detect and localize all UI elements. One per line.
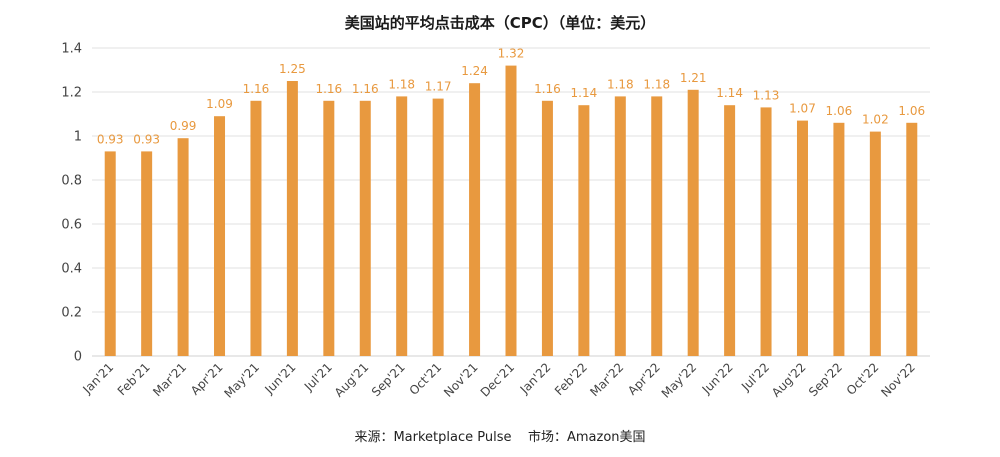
data-label: 1.06 [898,104,925,118]
x-tick-label: Dec'21 [478,360,517,399]
bar [469,83,481,356]
bar [869,131,881,356]
x-tick-label: Oct'22 [844,360,882,398]
bar [760,107,772,357]
bar [796,120,808,356]
data-label: 1.09 [206,97,233,111]
data-label: 1.17 [425,80,452,94]
y-tick-label: 0 [74,350,82,365]
data-label: 1.18 [643,77,670,91]
data-label: 1.25 [279,62,306,76]
bar [833,122,845,356]
y-tick-label: 1 [74,130,82,145]
y-tick-label: 1.2 [61,86,82,101]
y-tick-label: 0.2 [61,306,82,321]
x-tick-label: Aug'22 [769,360,809,400]
x-tick-label: Jun'21 [262,360,299,397]
data-label: 0.93 [97,132,124,146]
data-label: 1.02 [862,113,889,127]
bar [906,122,918,356]
x-tick-label: Nov'21 [441,360,481,400]
bar [286,81,298,356]
y-tick-label: 1.4 [61,42,82,57]
x-tick-label: Oct'21 [407,360,445,398]
bar [651,96,663,357]
data-label: 1.16 [243,82,270,96]
x-tick-label: Jun'22 [699,360,736,397]
data-label: 0.99 [170,119,197,133]
x-tick-label: May'22 [659,360,700,401]
data-label: 1.32 [498,47,525,61]
y-tick-label: 0.4 [61,262,82,277]
bar [323,100,335,356]
x-tick-label: Mar'22 [587,360,626,399]
bar [396,96,408,357]
y-tick-label: 0.8 [61,174,82,189]
bars [104,65,918,357]
bar [687,89,699,357]
x-tick-label: Sep'21 [369,360,408,399]
x-tick-label: Apr'21 [188,360,226,398]
bar [104,151,116,356]
data-label: 1.14 [716,86,743,100]
x-tick-label: Mar'21 [150,360,189,399]
source-note: 来源：Marketplace Pulse 市场：Amazon美国 [354,429,645,445]
bar [250,100,262,356]
bar [177,138,189,356]
bar [614,96,626,357]
x-tick-label: Feb'21 [115,360,153,398]
bar [578,105,590,356]
data-label: 1.16 [315,82,342,96]
data-label: 1.21 [680,71,707,85]
data-label: 1.16 [352,82,379,96]
bar [541,100,553,356]
bar [724,105,736,356]
x-tick-label: Sep'22 [806,360,845,399]
bar [214,116,226,356]
x-tick-label: Aug'21 [332,360,372,400]
y-tick-label: 0.6 [61,218,82,233]
bar [359,100,371,356]
data-label: 1.18 [607,77,634,91]
x-tick-label: Jul'21 [301,360,335,394]
data-label: 1.24 [461,64,488,78]
x-tick-label: Apr'22 [625,360,663,398]
data-label: 1.13 [753,88,780,102]
chart-title: 美国站的平均点击成本（CPC）（单位：美元） [345,14,656,32]
data-label: 0.93 [133,132,160,146]
x-tick-label: Jan'22 [517,360,554,397]
data-label: 1.14 [571,86,598,100]
data-labels: 0.93 0.93 0.99 1.09 1.16 1.25 1.16 1.16 1.18 1.17… [97,47,925,147]
bar [141,151,153,356]
x-tick-label: May'21 [221,360,262,401]
bar [505,65,517,356]
y-axis-tick-labels: 0 0.2 0.4 0.6 0.8 1 1.2 1.4 [61,42,82,365]
x-tick-label: Nov'22 [878,360,918,400]
bar [432,98,444,356]
data-label: 1.06 [826,104,853,118]
data-label: 1.18 [388,77,415,91]
data-label: 1.16 [534,82,561,96]
x-tick-label: Jan'21 [80,360,117,397]
x-tick-label: Feb'22 [552,360,590,398]
data-label: 1.07 [789,102,816,116]
x-tick-label: Jul'22 [738,360,772,394]
